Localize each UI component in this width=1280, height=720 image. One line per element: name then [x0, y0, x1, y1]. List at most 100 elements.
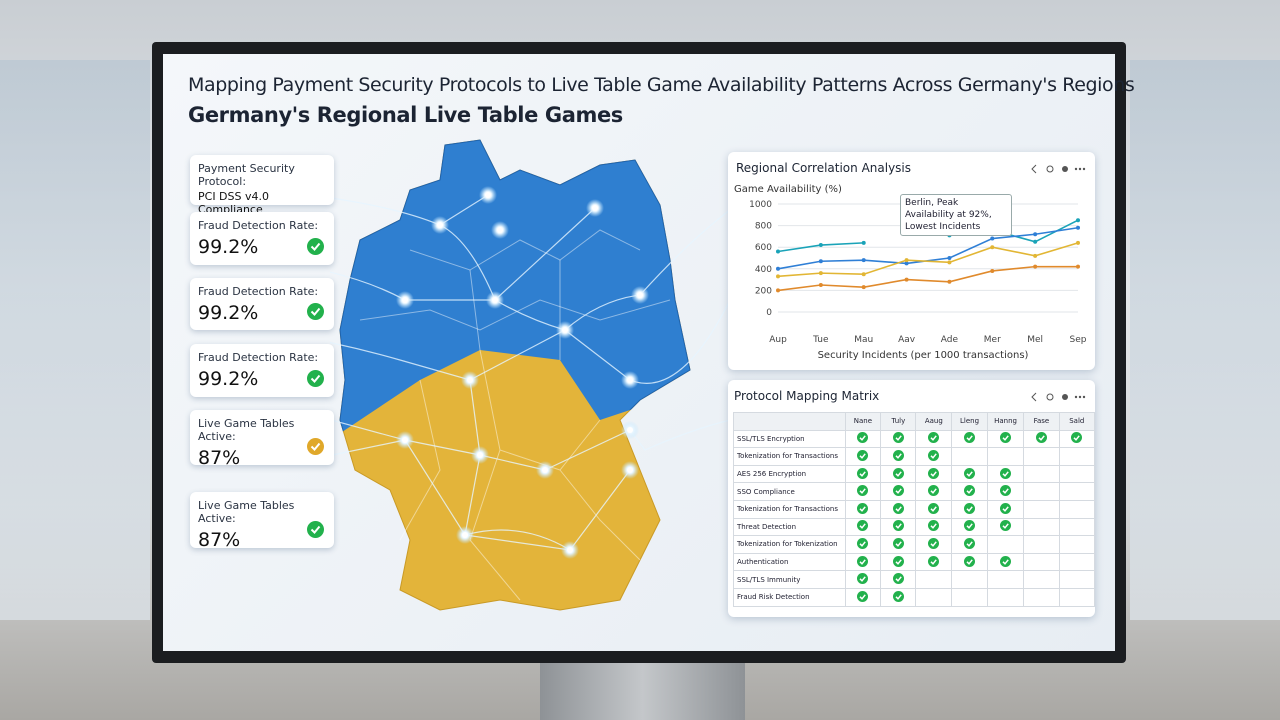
matrix-cell	[915, 535, 953, 554]
matrix-cell	[915, 587, 953, 607]
data-point	[818, 243, 823, 248]
matrix-cell	[844, 570, 882, 589]
row-label: Tokenization for Transactions	[733, 447, 846, 466]
check-icon	[892, 449, 904, 461]
card-value: 99.2%	[198, 368, 259, 390]
check	[310, 525, 321, 534]
map-node	[627, 427, 633, 433]
row-label: AES 256 Encryption	[733, 464, 846, 484]
row-label: SSL/TLS Encryption	[733, 429, 846, 449]
check-icon	[928, 485, 940, 497]
matrix-cell	[1023, 482, 1060, 501]
card-label: Payment Security Protocol:	[198, 162, 295, 188]
card-label: Fraud Detection Rate:	[198, 351, 319, 364]
check-icon	[928, 537, 940, 549]
map-node	[627, 467, 633, 473]
data-point	[1076, 264, 1080, 269]
matrix-cell	[844, 499, 882, 519]
check-icon	[964, 432, 976, 444]
header-row: Nane Tuly Aaug Lleng Hanng Fase Sald	[733, 412, 1096, 431]
matrix-cell	[986, 552, 1025, 572]
matrix-cell	[1023, 517, 1060, 537]
matrix-cell	[951, 429, 988, 449]
data-point	[904, 258, 909, 263]
matrix-cell	[844, 482, 882, 501]
check-icon	[1071, 432, 1083, 444]
matrix-row: Threat Detection	[733, 517, 1096, 537]
data-point	[947, 256, 952, 260]
check-icon	[892, 555, 904, 567]
matrix-cell	[1058, 535, 1096, 554]
matrix-cell	[915, 447, 953, 466]
metric-card: Live Game Tables Active: 87%	[190, 410, 334, 469]
check-icon	[1000, 467, 1012, 479]
check-icon	[928, 449, 940, 461]
panel-icons[interactable]	[1031, 164, 1086, 174]
check-icon	[892, 432, 904, 444]
matrix-cell	[915, 499, 953, 519]
matrix-cell	[1058, 464, 1096, 484]
matrix-row: Fraud Risk Detection	[733, 587, 1096, 607]
map-node	[467, 377, 473, 383]
matrix-cell	[986, 535, 1025, 554]
metric-card: Payment Security Protocol: PCI DSS v4.0 C…	[190, 155, 334, 216]
matrix-cell	[844, 429, 882, 449]
matrix-cell	[1023, 535, 1060, 554]
map-node	[402, 297, 408, 303]
x-tick-label: Sep	[1070, 335, 1087, 345]
data-point	[861, 240, 866, 245]
matrix-cell	[844, 517, 882, 537]
check-icon	[1000, 485, 1012, 497]
metric-card: Fraud Detection Rate: 99.2%	[190, 212, 334, 265]
matrix-cell	[915, 517, 953, 537]
column-header: Fase	[1023, 412, 1060, 431]
panel-icons[interactable]	[1028, 388, 1090, 406]
check-icon	[892, 467, 904, 479]
map-node	[567, 547, 573, 553]
map-node	[637, 292, 643, 298]
matrix-row: Tokenization for Tokenization	[733, 535, 1096, 554]
correlation-panel: Regional Correlation Analysis Game Avail…	[728, 152, 1095, 370]
check-icon	[857, 555, 869, 567]
check-icon	[928, 467, 940, 479]
matrix-cell	[1058, 429, 1096, 449]
y-tick-label: 1000	[749, 200, 772, 210]
map-node	[497, 227, 503, 233]
matrix-cell	[844, 447, 882, 466]
map-node	[462, 532, 468, 538]
office-window	[0, 60, 150, 620]
matrix-cell	[1023, 447, 1060, 466]
check-icon	[928, 502, 940, 514]
matrix-cell	[951, 447, 988, 466]
matrix-cell	[844, 587, 882, 607]
check-icon	[964, 520, 976, 532]
data-point	[776, 274, 780, 279]
status-icon	[307, 303, 324, 320]
matrix-cell	[1058, 447, 1096, 466]
check-icon	[857, 573, 869, 585]
matrix-cell	[1023, 587, 1060, 607]
data-point	[1076, 218, 1080, 223]
x-tick-label: Mau	[854, 335, 873, 345]
map-node	[402, 437, 408, 443]
matrix-cell	[880, 570, 917, 589]
matrix-cell	[951, 535, 988, 554]
map-node	[477, 452, 483, 458]
check	[310, 242, 321, 251]
y-tick-label: 200	[755, 286, 772, 296]
matrix-cell	[986, 587, 1025, 607]
check	[310, 374, 321, 383]
card-value: 87%	[198, 447, 241, 469]
y-tick-label: 0	[766, 308, 772, 318]
region-borders	[359, 229, 671, 601]
matrix-cell	[1023, 464, 1060, 484]
map-node	[542, 467, 548, 473]
check-icon	[892, 502, 904, 514]
check-icon	[928, 555, 940, 567]
check-icon	[892, 485, 904, 497]
status-icon	[307, 370, 324, 387]
data-point	[1033, 239, 1038, 244]
data-point	[947, 260, 952, 265]
x-tick-label: Aav	[898, 335, 916, 345]
